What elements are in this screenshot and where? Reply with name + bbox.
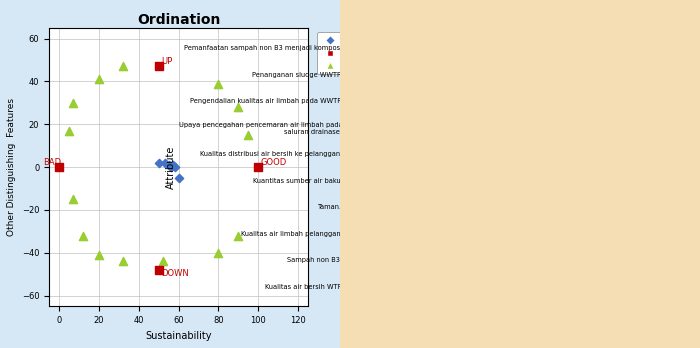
Text: 0.851527082: 0.851527082 [416, 71, 461, 77]
Bar [350, 199, 570, 214]
Point [67, 100, 78, 105]
Point [163, 162, 174, 168]
Text: 0.378696958: 0.378696958 [382, 283, 426, 289]
Text: UP: UP [161, 57, 172, 66]
Point [153, 267, 164, 272]
Point [117, 64, 128, 69]
Point [53, 164, 64, 170]
Point [157, 259, 168, 264]
Point [153, 160, 164, 166]
Text: 2.68267517: 2.68267517 [553, 151, 594, 157]
Text: DOWN: DOWN [161, 269, 189, 278]
X-axis label: Root Mean Square Change in Ordination when Selected Attribute Removed (on
Sustai: Root Mean Square Change in Ordination wh… [367, 329, 669, 348]
Text: 2.19267698: 2.19267698 [517, 230, 556, 236]
Point [165, 164, 176, 170]
Bar [350, 94, 504, 108]
Bar [350, 253, 426, 267]
Y-axis label: Attribute: Attribute [166, 145, 176, 189]
Text: 0.525966717: 0.525966717 [392, 45, 437, 51]
Bar [350, 67, 414, 81]
Bar [350, 226, 514, 240]
Point [253, 164, 264, 170]
Point [169, 164, 180, 170]
Text: 1.01649954: 1.01649954 [429, 257, 469, 263]
Bar [350, 279, 378, 294]
Bar [350, 173, 653, 188]
Bar [350, 147, 550, 161]
Point [167, 162, 178, 168]
Text: 4.05857758: 4.05857758 [656, 177, 696, 183]
Title: Ordination: Ordination [136, 13, 220, 27]
Bar [350, 120, 563, 135]
Text: BAD: BAD [43, 158, 61, 167]
Point [173, 175, 184, 181]
Point [117, 259, 128, 264]
Text: 2.05943357: 2.05943357 [507, 98, 547, 104]
X-axis label: Sustainability: Sustainability [146, 331, 211, 340]
Point [213, 250, 224, 255]
Point [153, 64, 164, 69]
Text: GOOD: GOOD [261, 158, 287, 167]
Text: 2.94760485: 2.94760485 [573, 204, 613, 210]
Point [232, 233, 244, 238]
Legend: KU, Reference, Anchors: KU, Reference, Anchors [317, 32, 388, 74]
Text: 2.85443857: 2.85443857 [566, 124, 606, 130]
Title: Leverage of Attributes: Leverage of Attributes [438, 12, 598, 25]
Point [213, 81, 224, 86]
Point [63, 128, 74, 133]
Point [232, 104, 244, 110]
Point [159, 160, 170, 166]
Point [93, 252, 104, 258]
Point [93, 77, 104, 82]
Point [77, 233, 88, 238]
Bar [350, 40, 389, 55]
Point [67, 196, 78, 202]
Y-axis label: Other Distinguishing  Features: Other Distinguishing Features [7, 98, 16, 236]
Point [243, 132, 254, 138]
